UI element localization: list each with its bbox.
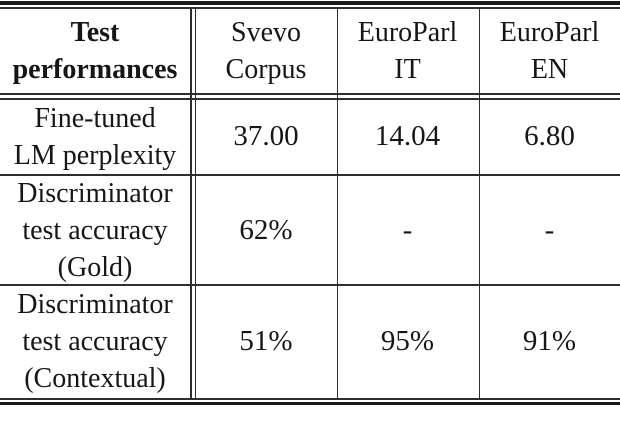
cell-perplexity-europarl-en: 6.80 — [479, 100, 620, 173]
top-rule-thin — [0, 7, 620, 9]
header-col-line: EN — [530, 54, 569, 85]
row-label-line: test accuracy — [22, 214, 168, 246]
row-label-line: test accuracy — [22, 325, 168, 357]
row-label-line: (Contextual) — [24, 362, 166, 394]
header-row-label: Test performances — [0, 9, 190, 93]
row-label-line: (Gold) — [57, 251, 133, 283]
header-col-line: Corpus — [225, 54, 307, 85]
cell-value: 6.80 — [524, 120, 575, 152]
header-divider-rule-lower — [0, 98, 620, 100]
cell-gold-europarl-it: - — [337, 176, 478, 284]
cell-value: 14.04 — [374, 120, 441, 152]
row1-divider-rule — [0, 174, 620, 176]
row-label-accuracy-gold: Discriminator test accuracy (Gold) — [0, 176, 190, 284]
row-label-line: Discriminator — [17, 288, 173, 320]
cell-value: 51% — [239, 324, 293, 357]
cell-value: 62% — [239, 213, 293, 246]
column-divider-europarl-it-en — [478, 8, 481, 399]
header-row-label-line: performances — [12, 54, 178, 85]
cell-gold-svevo: 62% — [196, 176, 336, 284]
row2-divider-rule — [0, 284, 620, 286]
row-label-accuracy-contextual: Discriminator test accuracy (Contextual) — [0, 286, 190, 396]
label-column-divider-left — [190, 8, 192, 399]
cell-contextual-europarl-it: 95% — [337, 286, 478, 396]
header-col-line: EuroParl — [357, 17, 458, 48]
cell-contextual-svevo: 51% — [196, 286, 336, 396]
bottom-rule-thick — [0, 401, 620, 405]
row-label-line: LM perplexity — [13, 139, 177, 171]
cell-value: 37.00 — [233, 120, 299, 152]
header-col-svevo-corpus: Svevo Corpus — [196, 9, 336, 93]
header-row-label-line: Test — [70, 17, 120, 48]
top-rule-thick — [0, 1, 620, 5]
header-col-europarl-it: EuroParl IT — [337, 9, 478, 93]
header-col-line: Svevo — [231, 17, 301, 48]
row-label-line: Fine-tuned — [34, 102, 156, 134]
header-col-europarl-en: EuroParl EN — [479, 9, 620, 93]
header-col-line: IT — [394, 54, 421, 85]
bottom-rule-thin — [0, 398, 620, 400]
cell-perplexity-europarl-it: 14.04 — [337, 100, 478, 173]
cell-value: 91% — [522, 324, 577, 357]
cell-gold-europarl-en: - — [479, 176, 620, 284]
cell-value: 95% — [380, 324, 435, 357]
header-col-line: EuroParl — [499, 17, 600, 48]
label-column-divider-right — [194, 8, 197, 399]
row-label-line: Discriminator — [17, 177, 173, 209]
header-divider-rule-upper — [0, 93, 620, 95]
cell-perplexity-svevo: 37.00 — [196, 100, 336, 173]
cell-value: - — [402, 213, 413, 246]
cell-value: - — [544, 213, 555, 246]
cell-contextual-europarl-en: 91% — [479, 286, 620, 396]
row-label-perplexity: Fine-tuned LM perplexity — [0, 100, 190, 173]
column-divider-svevo-europarl-it — [336, 8, 339, 399]
